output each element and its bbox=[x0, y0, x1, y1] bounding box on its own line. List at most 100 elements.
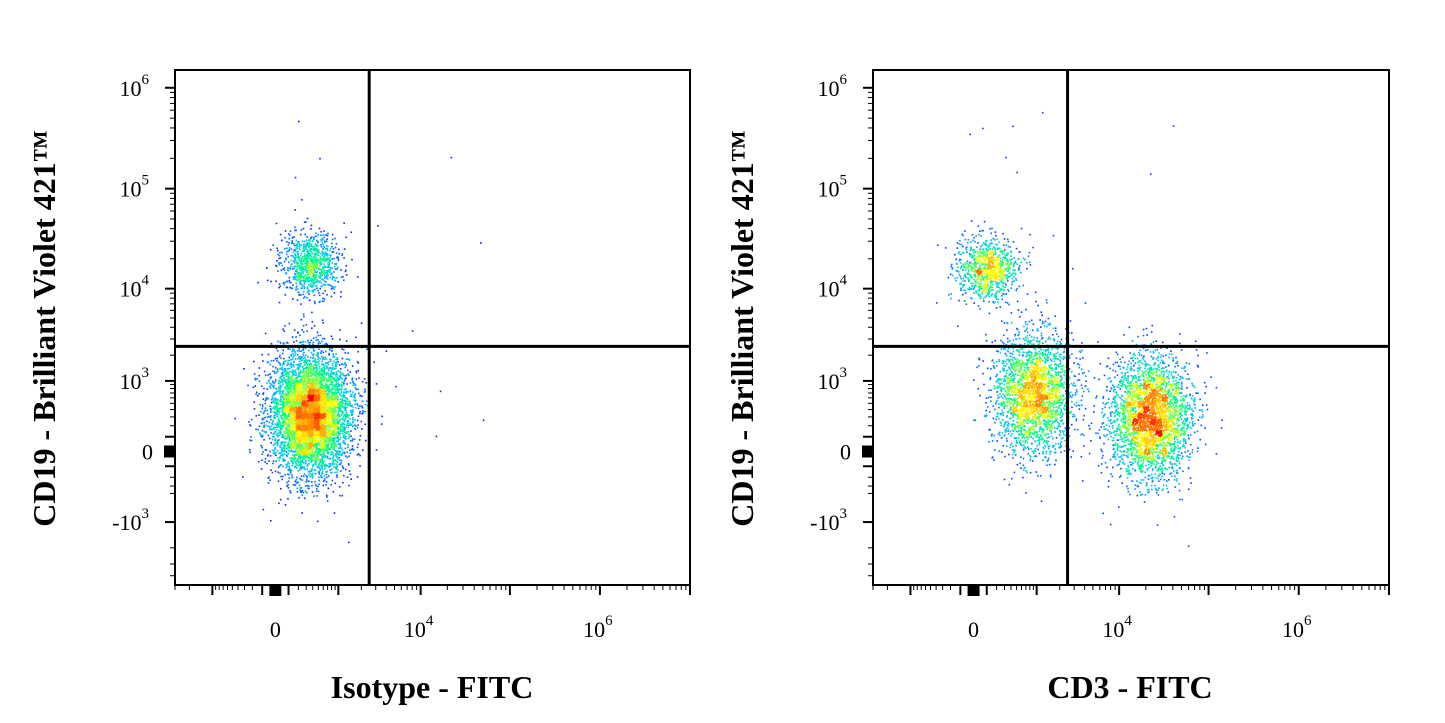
event-dot bbox=[307, 279, 309, 281]
event-dot bbox=[311, 284, 313, 287]
event-dot bbox=[366, 348, 368, 350]
event-dot bbox=[306, 436, 309, 438]
event-dot bbox=[340, 462, 342, 464]
event-dot bbox=[359, 465, 361, 467]
event-dot bbox=[296, 269, 298, 271]
event-dot bbox=[309, 270, 311, 273]
event-dot bbox=[299, 487, 302, 489]
event-dot bbox=[313, 277, 315, 279]
event-dot bbox=[293, 329, 296, 331]
event-dot bbox=[336, 357, 339, 359]
event-dot bbox=[327, 410, 329, 413]
event-dot bbox=[308, 415, 310, 418]
event-dot bbox=[365, 400, 368, 402]
event-dot bbox=[314, 271, 317, 274]
event-dot bbox=[328, 352, 330, 355]
event-dot bbox=[296, 278, 298, 280]
event-dot bbox=[315, 271, 318, 274]
event-dot bbox=[305, 324, 308, 326]
event-dot bbox=[310, 339, 313, 341]
event-dot bbox=[303, 285, 306, 288]
event-dot bbox=[294, 460, 297, 463]
event-dot bbox=[304, 233, 307, 236]
event-dot bbox=[253, 408, 256, 410]
event-dot bbox=[316, 331, 319, 334]
event-dot bbox=[279, 498, 282, 501]
event-dot bbox=[314, 265, 317, 267]
event-dot bbox=[342, 275, 344, 278]
event-dot bbox=[326, 258, 329, 261]
event-dot bbox=[330, 468, 333, 470]
event-dot bbox=[273, 370, 276, 373]
event-dot bbox=[313, 263, 315, 266]
event-dot bbox=[321, 360, 323, 363]
event-dot bbox=[319, 256, 322, 258]
event-dot bbox=[313, 238, 315, 241]
event-dot bbox=[292, 348, 294, 350]
event-dot bbox=[300, 466, 302, 468]
event-dot bbox=[301, 445, 303, 448]
event-dot bbox=[326, 253, 329, 255]
event-dot bbox=[342, 467, 345, 470]
event-dot bbox=[343, 441, 346, 444]
event-dot bbox=[325, 418, 327, 420]
event-dot bbox=[295, 399, 298, 402]
event-dot bbox=[303, 255, 306, 257]
event-dot bbox=[322, 484, 324, 487]
event-dot bbox=[305, 367, 308, 369]
event-dot bbox=[330, 378, 333, 380]
event-dot bbox=[277, 382, 280, 385]
event-dot bbox=[328, 258, 331, 261]
event-dot bbox=[268, 460, 270, 462]
event-dot bbox=[302, 271, 304, 273]
event-dot bbox=[341, 494, 343, 497]
event-dot bbox=[359, 454, 361, 457]
event-dot bbox=[313, 300, 316, 303]
event-dot bbox=[286, 384, 288, 387]
event-dot bbox=[343, 452, 346, 455]
event-dot bbox=[289, 230, 292, 233]
event-dot bbox=[335, 256, 338, 259]
event-dot bbox=[349, 382, 352, 384]
event-dot bbox=[355, 399, 357, 401]
event-dot bbox=[302, 491, 305, 494]
event-dot bbox=[325, 471, 327, 473]
event-dot bbox=[313, 245, 315, 248]
event-dot bbox=[298, 348, 300, 350]
event-dot bbox=[257, 281, 259, 284]
event-dot bbox=[334, 286, 336, 288]
event-dot bbox=[329, 256, 332, 259]
event-dot bbox=[307, 289, 310, 291]
event-dot bbox=[274, 366, 277, 369]
event-dot bbox=[309, 458, 312, 460]
event-dot bbox=[319, 287, 321, 290]
event-dot bbox=[270, 360, 273, 362]
event-dot bbox=[342, 481, 344, 484]
event-dot bbox=[300, 359, 303, 362]
event-dot bbox=[357, 388, 359, 391]
event-dot bbox=[276, 247, 278, 250]
event-dot bbox=[311, 374, 313, 376]
event-dot bbox=[304, 256, 306, 258]
event-dot bbox=[294, 209, 296, 211]
event-dot bbox=[305, 254, 308, 256]
event-dot bbox=[299, 244, 301, 246]
event-dot bbox=[297, 442, 299, 445]
event-dot bbox=[279, 354, 281, 357]
event-dot bbox=[290, 422, 292, 425]
event-dot bbox=[256, 395, 259, 397]
event-dot bbox=[294, 256, 296, 259]
event-dot bbox=[325, 483, 327, 486]
event-dot bbox=[341, 381, 343, 384]
event-dot bbox=[306, 243, 308, 246]
event-dot bbox=[271, 401, 274, 403]
event-dot bbox=[264, 399, 267, 402]
event-dot bbox=[288, 386, 291, 389]
event-dot bbox=[302, 427, 305, 429]
event-dot bbox=[318, 479, 320, 482]
event-dot bbox=[318, 357, 320, 359]
event-dot bbox=[296, 422, 299, 424]
event-dot bbox=[347, 422, 349, 424]
event-dot bbox=[268, 385, 271, 387]
event-dot bbox=[322, 413, 325, 416]
